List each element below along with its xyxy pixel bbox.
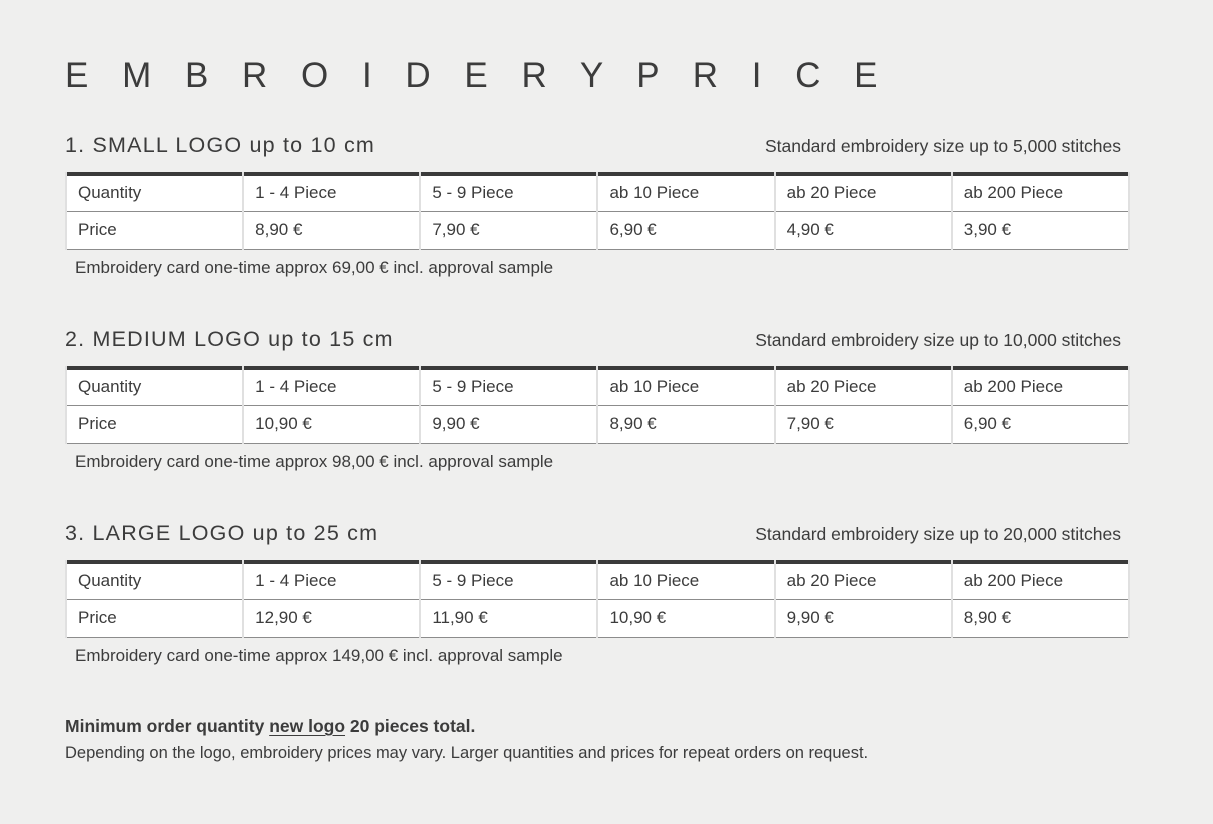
tier-column-header: ab 10 Piece bbox=[598, 172, 774, 212]
tier-column-header: ab 10 Piece bbox=[598, 366, 774, 406]
price-row: Price 8,90 € 7,90 € 6,90 € 4,90 € 3,90 € bbox=[67, 212, 1128, 250]
tier-column-header: 1 - 4 Piece bbox=[244, 172, 420, 212]
table-header-row: Quantity 1 - 4 Piece 5 - 9 Piece ab 10 P… bbox=[67, 172, 1128, 212]
stitches-note: Standard embroidery size up to 5,000 sti… bbox=[764, 136, 1121, 156]
tier-column-header: ab 200 Piece bbox=[952, 366, 1128, 406]
page-title: E M B R O I D E R Y P R I C E bbox=[65, 56, 890, 95]
tier-column-header: 5 - 9 Piece bbox=[421, 560, 597, 600]
section-heading: 2. MEDIUM LOGO up to 15 cm bbox=[65, 327, 394, 351]
section-heading: 3. LARGE LOGO up to 25 cm bbox=[65, 521, 379, 545]
tier-column-header: ab 200 Piece bbox=[952, 560, 1128, 600]
price-cell: 8,90 € bbox=[952, 600, 1128, 638]
table-header-row: Quantity 1 - 4 Piece 5 - 9 Piece ab 10 P… bbox=[67, 366, 1128, 406]
new-logo-underline: new logo bbox=[269, 716, 346, 736]
price-row: Price 12,90 € 11,90 € 10,90 € 9,90 € 8,9… bbox=[67, 600, 1128, 638]
footer-notes: Minimum order quantity new logo 20 piece… bbox=[65, 716, 1130, 763]
price-cell: 3,90 € bbox=[952, 212, 1128, 250]
section-header-row: 3. LARGE LOGO up to 25 cm Standard embro… bbox=[65, 521, 1130, 546]
price-table-large: Quantity 1 - 4 Piece 5 - 9 Piece ab 10 P… bbox=[65, 560, 1130, 638]
price-cell: 8,90 € bbox=[598, 406, 774, 444]
price-row-label: Price bbox=[67, 212, 243, 250]
tier-column-header: 5 - 9 Piece bbox=[421, 172, 597, 212]
price-cell: 6,90 € bbox=[598, 212, 774, 250]
tier-column-header: ab 20 Piece bbox=[775, 366, 951, 406]
stitches-note: Standard embroidery size up to 20,000 st… bbox=[755, 524, 1121, 544]
embroidery-card-note: Embroidery card one-time approx 98,00 € … bbox=[75, 452, 554, 471]
section-small-logo: 1. SMALL LOGO up to 10 cm Standard embro… bbox=[65, 133, 1130, 278]
tier-column-header: ab 10 Piece bbox=[598, 560, 774, 600]
price-cell: 7,90 € bbox=[775, 406, 951, 444]
minimum-order-note: Minimum order quantity new logo 20 piece… bbox=[65, 716, 1130, 737]
section-large-logo: 3. LARGE LOGO up to 25 cm Standard embro… bbox=[65, 521, 1130, 666]
tier-column-header: ab 20 Piece bbox=[775, 560, 951, 600]
quantity-column-header: Quantity bbox=[67, 560, 243, 600]
price-cell: 10,90 € bbox=[598, 600, 774, 638]
price-cell: 9,90 € bbox=[421, 406, 597, 444]
stitches-note: Standard embroidery size up to 10,000 st… bbox=[755, 330, 1121, 350]
price-cell: 6,90 € bbox=[952, 406, 1128, 444]
price-row-label: Price bbox=[67, 406, 243, 444]
section-header-row: 2. MEDIUM LOGO up to 15 cm Standard embr… bbox=[65, 327, 1130, 352]
tier-column-header: ab 200 Piece bbox=[952, 172, 1128, 212]
tier-column-header: 5 - 9 Piece bbox=[421, 366, 597, 406]
tier-column-header: ab 20 Piece bbox=[775, 172, 951, 212]
price-table-medium: Quantity 1 - 4 Piece 5 - 9 Piece ab 10 P… bbox=[65, 366, 1130, 444]
tier-column-header: 1 - 4 Piece bbox=[244, 366, 420, 406]
price-cell: 4,90 € bbox=[775, 212, 951, 250]
price-cell: 8,90 € bbox=[244, 212, 420, 250]
section-heading: 1. SMALL LOGO up to 10 cm bbox=[65, 133, 376, 157]
price-cell: 12,90 € bbox=[244, 600, 420, 638]
price-row-label: Price bbox=[67, 600, 243, 638]
embroidery-card-note: Embroidery card one-time approx 149,00 €… bbox=[75, 646, 563, 665]
price-cell: 11,90 € bbox=[421, 600, 597, 638]
price-cell: 10,90 € bbox=[244, 406, 420, 444]
quantity-column-header: Quantity bbox=[67, 366, 243, 406]
section-medium-logo: 2. MEDIUM LOGO up to 15 cm Standard embr… bbox=[65, 327, 1130, 472]
price-cell: 9,90 € bbox=[775, 600, 951, 638]
tier-column-header: 1 - 4 Piece bbox=[244, 560, 420, 600]
price-table-small: Quantity 1 - 4 Piece 5 - 9 Piece ab 10 P… bbox=[65, 172, 1130, 250]
price-row: Price 10,90 € 9,90 € 8,90 € 7,90 € 6,90 … bbox=[67, 406, 1128, 444]
price-cell: 7,90 € bbox=[421, 212, 597, 250]
minimum-order-prefix: Minimum order quantity bbox=[65, 716, 270, 736]
table-header-row: Quantity 1 - 4 Piece 5 - 9 Piece ab 10 P… bbox=[67, 560, 1128, 600]
quantity-column-header: Quantity bbox=[67, 172, 243, 212]
embroidery-price-sheet: E M B R O I D E R Y P R I C E 1. SMALL L… bbox=[65, 56, 1130, 763]
minimum-order-suffix: 20 pieces total. bbox=[345, 716, 476, 736]
footer-disclaimer: Depending on the logo, embroidery prices… bbox=[65, 744, 869, 762]
embroidery-card-note: Embroidery card one-time approx 69,00 € … bbox=[75, 258, 554, 277]
section-header-row: 1. SMALL LOGO up to 10 cm Standard embro… bbox=[65, 133, 1130, 158]
